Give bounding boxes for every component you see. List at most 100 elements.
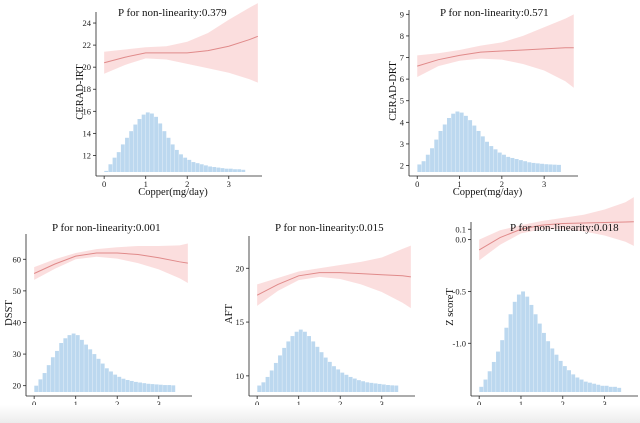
histogram-bar (336, 369, 341, 392)
chart-title: P for non-linearity:0.379 (118, 7, 227, 19)
histogram-bar (241, 169, 246, 172)
histogram-bar (557, 164, 561, 172)
histogram-bar (282, 347, 287, 392)
y-tick-label: 10 (236, 371, 245, 381)
histogram-bar (472, 125, 477, 172)
histogram-bar (38, 379, 43, 392)
bottom-edge-shade (0, 405, 640, 423)
confidence-band (34, 243, 188, 283)
histogram-bar (34, 385, 39, 392)
y-tick-label: 14 (83, 128, 92, 138)
y-tick-label: 7 (400, 53, 404, 63)
x-tick-label: 3 (542, 179, 546, 189)
histogram-bar (512, 301, 517, 392)
histogram-bar (67, 335, 72, 392)
y-tick-label: 30 (13, 349, 22, 359)
histogram-bar (373, 383, 378, 392)
y-tick-label: 40 (13, 317, 22, 327)
histogram-bar (604, 385, 609, 392)
histogram-bar (158, 123, 163, 172)
x-tick-label: 1 (297, 399, 301, 409)
histogram-bar (315, 346, 320, 392)
histogram-bar (191, 162, 196, 172)
x-tick-label: 2 (500, 179, 504, 189)
y-axis-label: DSST (4, 300, 15, 326)
histogram-bar (257, 385, 262, 392)
chart-title: P for non-linearity:0.015 (275, 222, 384, 234)
x-tick-label: 3 (227, 179, 231, 189)
histogram-bar (516, 294, 521, 392)
histogram-bar (137, 119, 142, 172)
histogram-bar (381, 384, 386, 392)
histogram-bar (212, 167, 217, 172)
x-tick-label: 0 (255, 399, 259, 409)
histogram-bar (483, 379, 488, 392)
x-tick-label: 0 (477, 399, 481, 409)
y-tick-label: 20 (83, 62, 92, 72)
histogram-bar (104, 368, 109, 392)
y-tick-label: 4 (400, 117, 405, 127)
histogram-bar (357, 380, 361, 392)
histogram-bar (352, 378, 357, 392)
histogram-bar (489, 146, 494, 172)
histogram-bar (527, 162, 532, 172)
y-tick-label: 50 (13, 286, 22, 296)
histogram-bar (510, 157, 515, 172)
histogram-bar (154, 116, 158, 172)
histogram-bar (100, 363, 105, 392)
histogram-bar (286, 341, 291, 392)
histogram-bar (158, 384, 163, 392)
histogram-bar (502, 154, 506, 172)
histogram-bar (167, 385, 172, 392)
histogram-bar (154, 384, 159, 392)
histogram-bar (265, 376, 270, 392)
x-axis-label: Copper(mg/day) (138, 187, 208, 198)
histogram-bar (592, 383, 597, 392)
y-tick-label: 3 (400, 139, 404, 149)
histogram-bar (216, 167, 221, 172)
chart-title: P for non-linearity:0.571 (440, 7, 549, 19)
histogram-bar (42, 373, 47, 392)
histogram-bar (50, 357, 55, 392)
y-axis-label: AFT (224, 303, 235, 323)
histogram-bar (438, 130, 443, 172)
histogram-bar (476, 130, 481, 172)
histogram-bar (237, 169, 242, 172)
y-tick-label: 0.0 (455, 235, 466, 245)
x-tick-label: 2 (561, 399, 565, 409)
histogram-bar (340, 372, 345, 392)
histogram-bar (273, 362, 278, 392)
histogram-bar (497, 152, 502, 172)
histogram-bar (224, 168, 229, 172)
fit-line (104, 35, 259, 64)
y-tick-label: 15 (236, 317, 245, 327)
histogram-bar (112, 157, 117, 172)
fit-line (478, 221, 634, 251)
confidence-band (257, 245, 411, 309)
histogram-bar (303, 331, 307, 392)
x-tick-label: 0 (415, 179, 419, 189)
histogram-bar (125, 137, 129, 172)
histogram-bar (540, 163, 544, 172)
histogram-bar (134, 381, 138, 392)
histogram-bar (55, 350, 59, 392)
histogram-bar (142, 383, 147, 392)
x-tick-label: 3 (602, 399, 606, 409)
confidence-band (104, 3, 258, 83)
histogram-bar (430, 148, 434, 172)
histogram-bar (531, 162, 536, 172)
histogram-bar (365, 382, 370, 392)
histogram-bar (92, 354, 97, 392)
histogram-bar (278, 355, 282, 392)
histogram-bar (195, 163, 200, 172)
histogram-bar (588, 382, 592, 392)
histogram-bar (583, 381, 588, 392)
histogram-bar (88, 349, 93, 392)
x-tick-label: 2 (115, 399, 119, 409)
histogram-bar (187, 159, 192, 172)
histogram-bar (548, 164, 553, 172)
histogram-bar (529, 304, 534, 392)
y-tick-label: 60 (13, 254, 22, 264)
x-axis-label: Copper(mg/day) (453, 187, 523, 198)
histogram-bar (500, 340, 505, 392)
